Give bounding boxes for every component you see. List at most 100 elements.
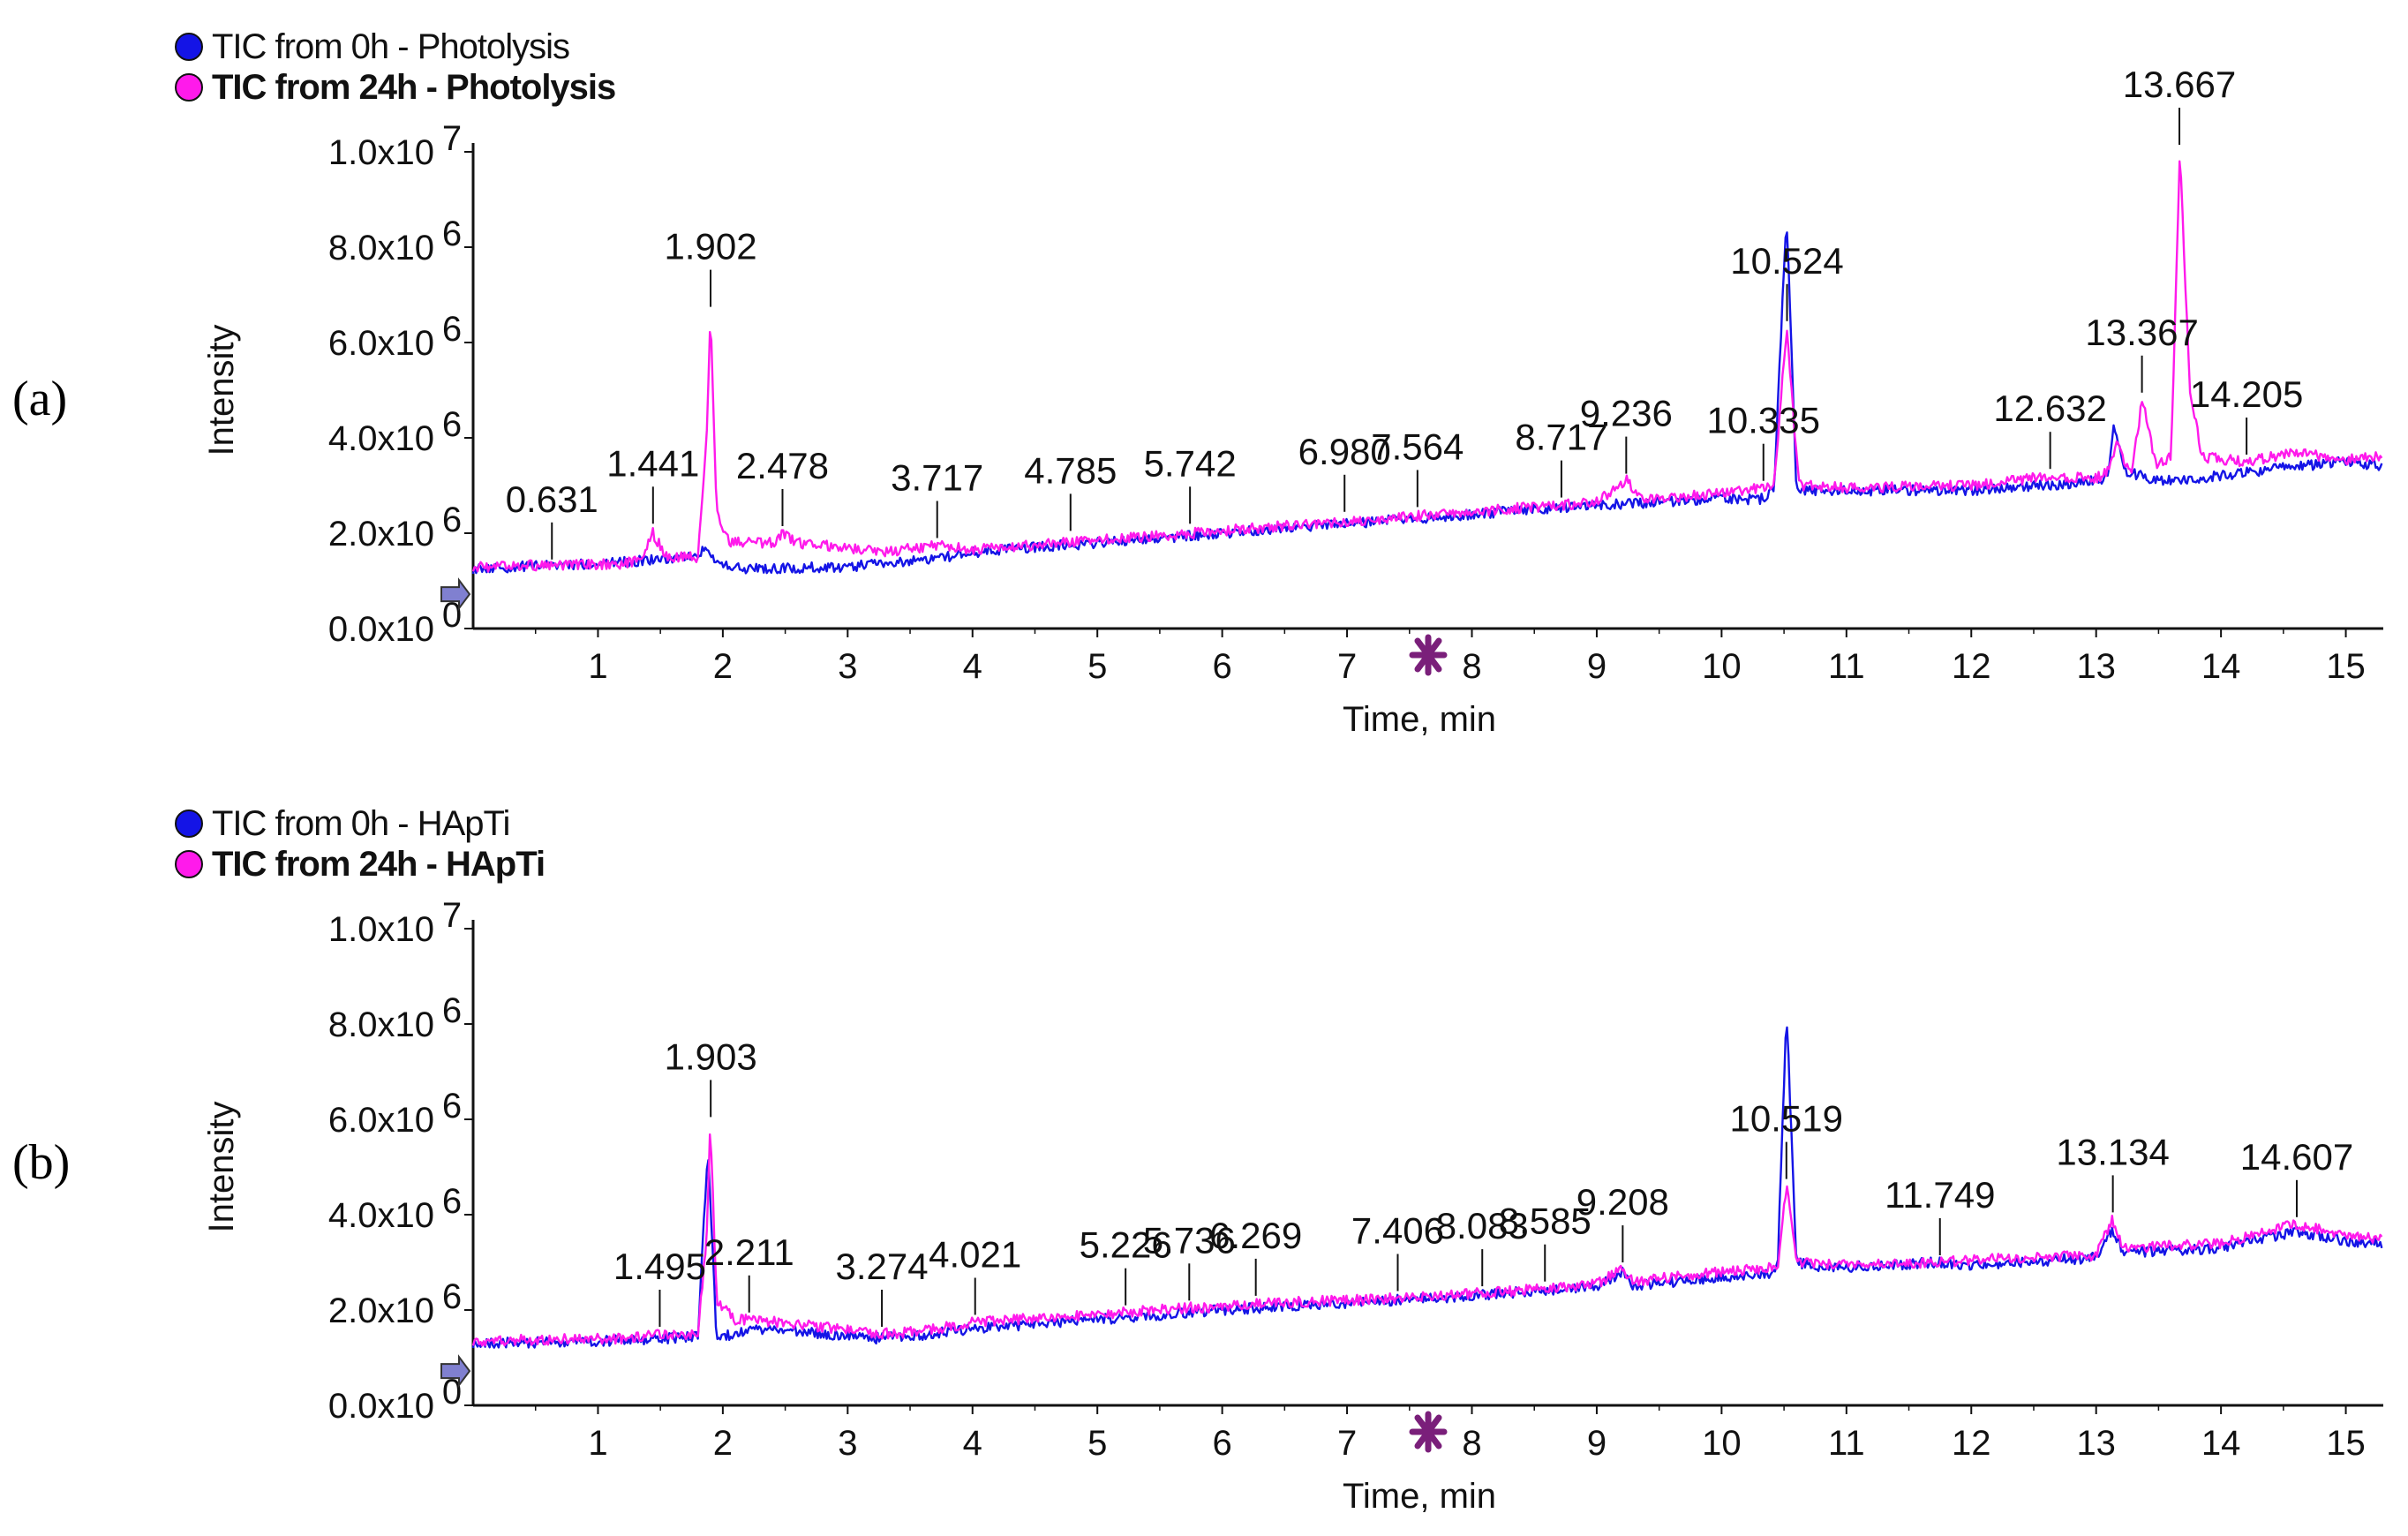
peak-label: 12.632 xyxy=(1993,388,2106,429)
trace-blue-line xyxy=(471,231,2383,575)
x-tick-label: 10 xyxy=(1702,647,1742,686)
x-tick-label: 5 xyxy=(1087,1424,1107,1463)
magenta-series-icon xyxy=(175,850,203,878)
y-tick-exponent: 6 xyxy=(442,310,462,349)
y-tick-exponent: 6 xyxy=(442,1087,462,1126)
x-tick-label: 6 xyxy=(1213,647,1232,686)
blue-series-icon xyxy=(175,809,203,838)
x-tick-label: 8 xyxy=(1462,647,1481,686)
trace-blue-line xyxy=(471,1026,2383,1349)
y-tick-exponent: 0 xyxy=(442,1373,462,1412)
y-axis-title: Intensity xyxy=(202,1102,241,1233)
y-tick-label: 4.0x10 xyxy=(328,419,434,458)
peak-label: 8.717 xyxy=(1515,417,1607,458)
peak-label: 6.269 xyxy=(1209,1215,1302,1256)
y-tick-exponent: 6 xyxy=(442,991,462,1030)
peak-label: 1.495 xyxy=(613,1246,706,1287)
x-tick-label: 12 xyxy=(1952,647,1991,686)
x-tick-label: 1 xyxy=(588,1424,607,1463)
legend: TIC from 0h - HApTi TIC from 24h - HApTi xyxy=(175,803,546,885)
peak-label: 5.742 xyxy=(1144,442,1237,484)
peak-label: 1.902 xyxy=(664,226,756,267)
legend-label: TIC from 24h - HApTi xyxy=(212,844,546,884)
y-tick-exponent: 6 xyxy=(442,405,462,444)
y-tick-label: 0.0x10 xyxy=(328,610,434,649)
y-tick-label: 8.0x10 xyxy=(328,229,434,267)
magenta-series-icon xyxy=(175,73,203,102)
peak-label: 2.478 xyxy=(736,445,829,486)
peak-label: 6.980 xyxy=(1298,431,1391,472)
y-tick-exponent: 7 xyxy=(442,119,462,158)
x-tick-label: 11 xyxy=(1828,1424,1865,1463)
peak-label: 13.667 xyxy=(2123,64,2236,105)
x-tick-label: 13 xyxy=(2076,647,2116,686)
x-tick-label: 8 xyxy=(1462,1424,1481,1463)
peak-label: 10.519 xyxy=(1730,1098,1843,1140)
y-tick-exponent: 6 xyxy=(442,215,462,253)
x-tick-label: 14 xyxy=(2201,647,2241,686)
x-tick-label: 9 xyxy=(1587,647,1607,686)
y-tick-exponent: 6 xyxy=(442,501,462,539)
peak-label: 9.208 xyxy=(1576,1181,1669,1223)
x-tick-label: 2 xyxy=(713,1424,733,1463)
y-tick-label: 6.0x10 xyxy=(328,1101,434,1140)
legend-item-24h[interactable]: TIC from 24h - Photolysis xyxy=(175,67,616,108)
x-tick-label: 11 xyxy=(1828,647,1865,686)
y-tick-exponent: 0 xyxy=(442,596,462,635)
x-tick-label: 15 xyxy=(2326,647,2366,686)
legend-item-0h[interactable]: TIC from 0h - Photolysis xyxy=(175,26,615,67)
y-tick-exponent: 7 xyxy=(442,896,462,935)
x-tick-label: 4 xyxy=(963,647,982,686)
x-tick-label: 5 xyxy=(1087,647,1107,686)
x-tick-label: 7 xyxy=(1337,1424,1357,1463)
y-tick-label: 2.0x10 xyxy=(328,515,434,553)
peak-label: 1.441 xyxy=(606,442,699,484)
x-tick-label: 9 xyxy=(1587,1424,1607,1463)
peak-label: 4.021 xyxy=(929,1234,1021,1276)
baseline-arrow-icon xyxy=(440,1354,471,1389)
panel-label: (a) xyxy=(12,372,68,426)
x-tick-label: 15 xyxy=(2326,1424,2366,1463)
legend: TIC from 0h - Photolysis TIC from 24h - … xyxy=(175,26,616,108)
peak-label: 13.367 xyxy=(2085,312,2198,353)
y-tick-label: 0.0x10 xyxy=(328,1387,434,1426)
legend-label: TIC from 24h - Photolysis xyxy=(212,67,616,107)
peak-label: 1.903 xyxy=(665,1035,757,1077)
trace-magenta-line xyxy=(471,160,2383,573)
peak-label: 10.335 xyxy=(1707,400,1820,441)
chromatogram-plot: 0.0x10 02.0x10 64.0x10 66.0x10 68.0x10 61.0x1… xyxy=(202,64,2383,739)
x-tick-label: 13 xyxy=(2076,1424,2116,1463)
peak-label: 9.236 xyxy=(1580,393,1673,434)
peak-label: 4.785 xyxy=(1024,449,1117,491)
peak-label: 13.134 xyxy=(2056,1131,2169,1172)
x-tick-label: 1 xyxy=(588,647,607,686)
y-tick-label: 2.0x10 xyxy=(328,1291,434,1330)
trace-magenta-line xyxy=(471,1133,2383,1347)
peak-label: 14.205 xyxy=(2190,373,2303,415)
peak-label: 3.274 xyxy=(836,1246,929,1287)
x-tick-label: 6 xyxy=(1213,1424,1232,1463)
x-tick-label: 10 xyxy=(1702,1424,1742,1463)
y-tick-label: 1.0x10 xyxy=(328,910,434,949)
y-tick-label: 8.0x10 xyxy=(328,1005,434,1044)
blue-series-icon xyxy=(175,33,203,61)
y-axis-title: Intensity xyxy=(202,325,241,456)
peak-label: 10.524 xyxy=(1730,240,1843,282)
panel-label: (b) xyxy=(12,1135,71,1190)
y-tick-label: 4.0x10 xyxy=(328,1196,434,1235)
peak-label: 7.564 xyxy=(1371,425,1464,467)
x-tick-label: 7 xyxy=(1337,647,1357,686)
y-tick-exponent: 6 xyxy=(442,1182,462,1221)
legend-label: TIC from 0h - Photolysis xyxy=(212,26,570,66)
chromatogram-plot: 0.0x10 02.0x10 64.0x10 66.0x10 68.0x10 61.0x1… xyxy=(202,896,2383,1516)
baseline-arrow-icon xyxy=(440,577,471,612)
x-tick-label: 3 xyxy=(838,1424,857,1463)
legend-item-0h[interactable]: TIC from 0h - HApTi xyxy=(175,803,545,844)
legend-item-24h[interactable]: TIC from 24h - HApTi xyxy=(175,844,546,885)
peak-label: 5.736 xyxy=(1143,1219,1236,1261)
x-tick-label: 12 xyxy=(1952,1424,1991,1463)
legend-label: TIC from 0h - HApTi xyxy=(212,803,510,843)
chart-panel-a: (a) TIC from 0h - Photolysis TIC from 24… xyxy=(0,0,2408,759)
x-tick-label: 14 xyxy=(2201,1424,2241,1463)
peak-label: 0.631 xyxy=(506,478,598,520)
